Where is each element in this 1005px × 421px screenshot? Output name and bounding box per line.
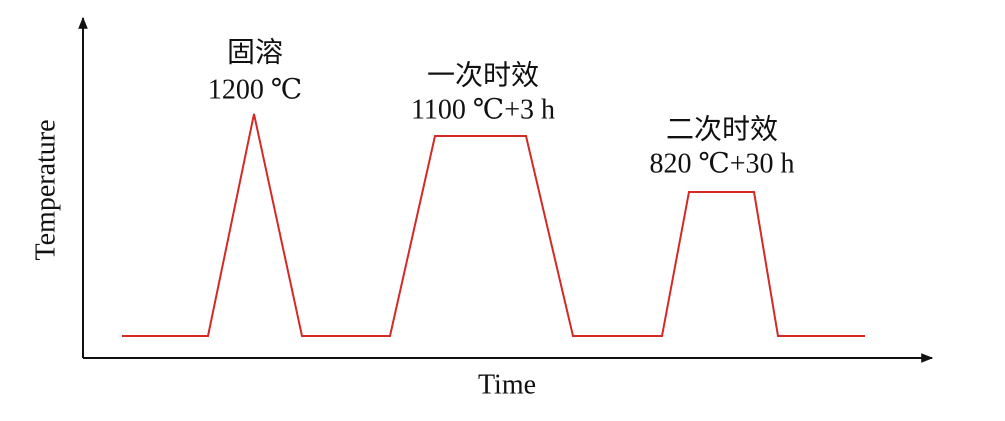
temperature-profile (122, 113, 865, 337)
y-axis-label: Temperature (30, 119, 61, 260)
stage-name: 二次时效 (666, 113, 778, 145)
stage-condition: 820 ℃+30 h (649, 148, 794, 179)
stage-name: 一次时效 (427, 59, 539, 91)
stage-condition: 1100 ℃+3 h (411, 94, 555, 125)
stage-condition: 1200 ℃ (208, 74, 302, 105)
stage-name: 固溶 (227, 36, 283, 68)
x-axis-label: Time (478, 369, 536, 400)
